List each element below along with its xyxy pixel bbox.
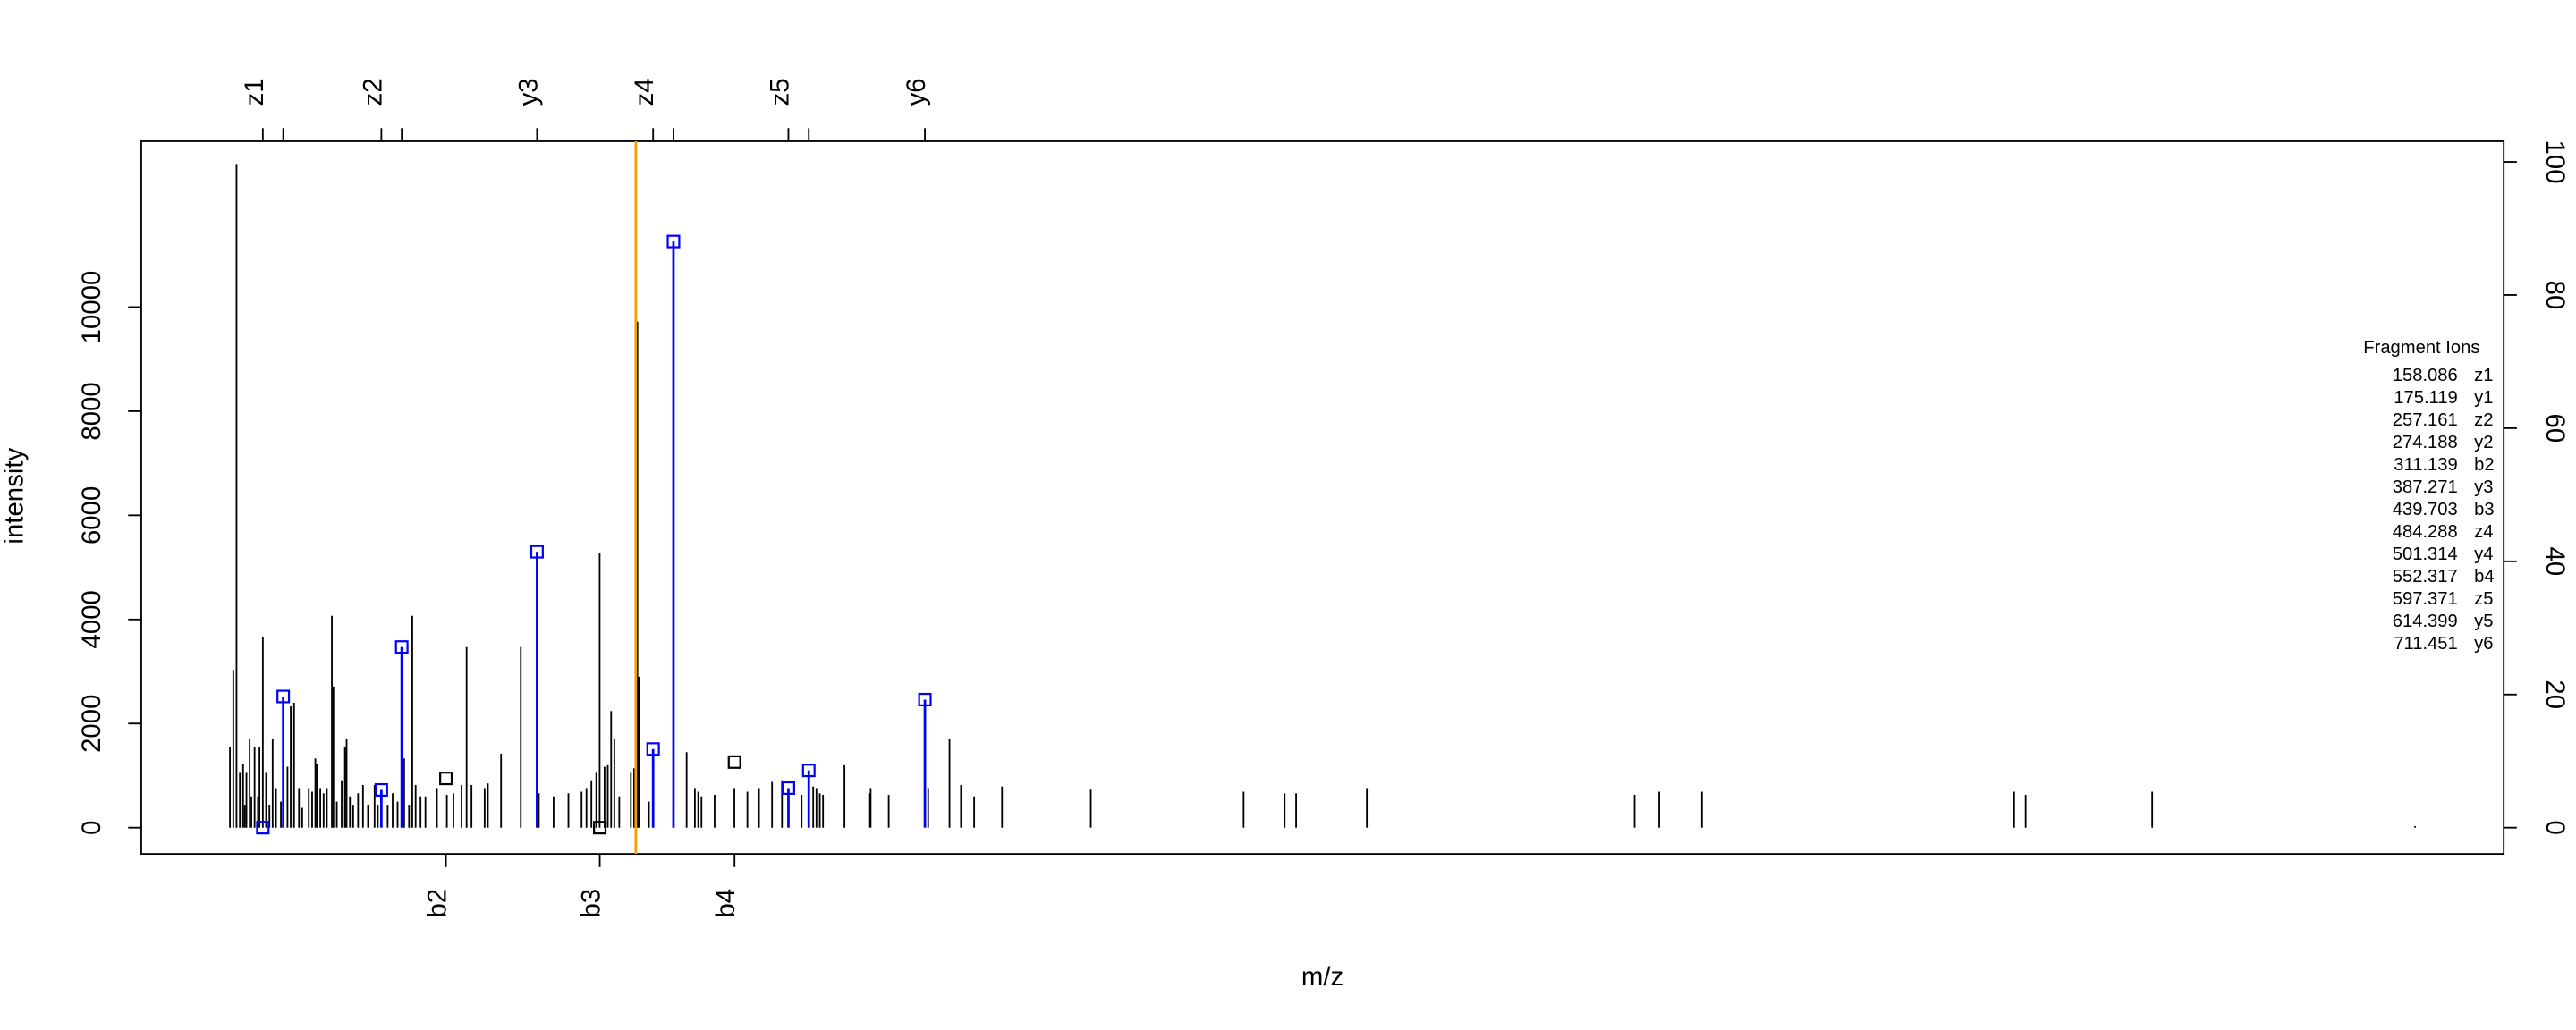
y-tick-label: 6000 [77,486,106,545]
legend-ion: z4 [2474,522,2493,542]
y2-tick-label: 0 [2540,821,2570,835]
legend-ion: y2 [2474,433,2493,452]
legend-mz: 274.188 [2393,433,2458,452]
y-tick-label: 2000 [77,695,106,753]
legend-ion: y5 [2474,612,2493,631]
y-tick-label: 0 [77,821,106,835]
matched-marker [918,692,932,706]
y2-tick-label: 80 [2540,281,2570,310]
matched-marker [374,782,388,798]
plot-frame [140,140,2505,856]
legend-ion: z5 [2474,589,2493,609]
b-ion-marker [593,821,607,835]
y2-tick-label: 60 [2540,414,2570,443]
legend-mz: 439.703 [2393,500,2458,519]
y2-tick-label: 100 [2540,140,2570,184]
y2-tick-label: 20 [2540,680,2570,709]
legend-ion: z1 [2474,366,2493,385]
bottom-tick-label: b4 [711,889,741,918]
legend-ion: b3 [2474,500,2494,519]
legend-mz: 175.119 [2394,388,2457,408]
legend-title: Fragment Ions [2363,338,2479,358]
bottom-tick-label: b3 [577,889,606,918]
top-tick-label: y3 [513,78,543,106]
legend-ion: y3 [2474,477,2493,497]
b-ion-marker [727,755,741,769]
legend-ion: z2 [2474,410,2493,430]
matched-marker [801,764,816,778]
legend-ion: y4 [2474,545,2493,564]
bottom-tick-label: b2 [423,889,453,918]
legend-mz: 158.086 [2393,366,2458,385]
top-tick-label: z5 [765,78,794,106]
legend-mz: 711.451 [2394,634,2457,654]
y-tick-label: 8000 [77,382,106,440]
y2-tick-label: 40 [2540,546,2570,576]
legend-mz: 311.139 [2394,455,2457,475]
matched-marker [530,545,544,559]
y-axis-label: intensity [0,448,30,545]
legend-mz: 552.317 [2393,567,2458,587]
matched-marker [781,781,795,795]
y-tick-label: 4000 [77,590,106,648]
matched-marker [666,234,681,249]
legend-mz: 484.288 [2393,522,2458,542]
matched-marker [646,742,660,756]
x-axis-label: m/z [1301,962,1343,992]
legend-mz: 501.314 [2393,545,2458,564]
legend-ion: y6 [2474,634,2493,654]
legend-ion: b4 [2474,567,2494,587]
legend-ion: y1 [2474,388,2493,408]
legend-mz: 387.271 [2393,477,2458,497]
matched-marker [256,821,270,835]
legend-mz: 614.399 [2393,612,2458,631]
legend-ion: b2 [2474,455,2494,475]
y-tick-label: 10000 [77,271,106,344]
top-tick-label: z1 [240,78,269,106]
matched-marker [276,689,291,704]
legend-mz: 257.161 [2393,410,2458,430]
top-tick-label: z2 [358,78,387,106]
legend-mz: 597.371 [2393,589,2458,609]
b-ion-marker [439,772,453,786]
top-tick-label: z4 [630,78,659,106]
matched-marker [394,640,409,654]
top-tick-label: y6 [902,78,931,106]
